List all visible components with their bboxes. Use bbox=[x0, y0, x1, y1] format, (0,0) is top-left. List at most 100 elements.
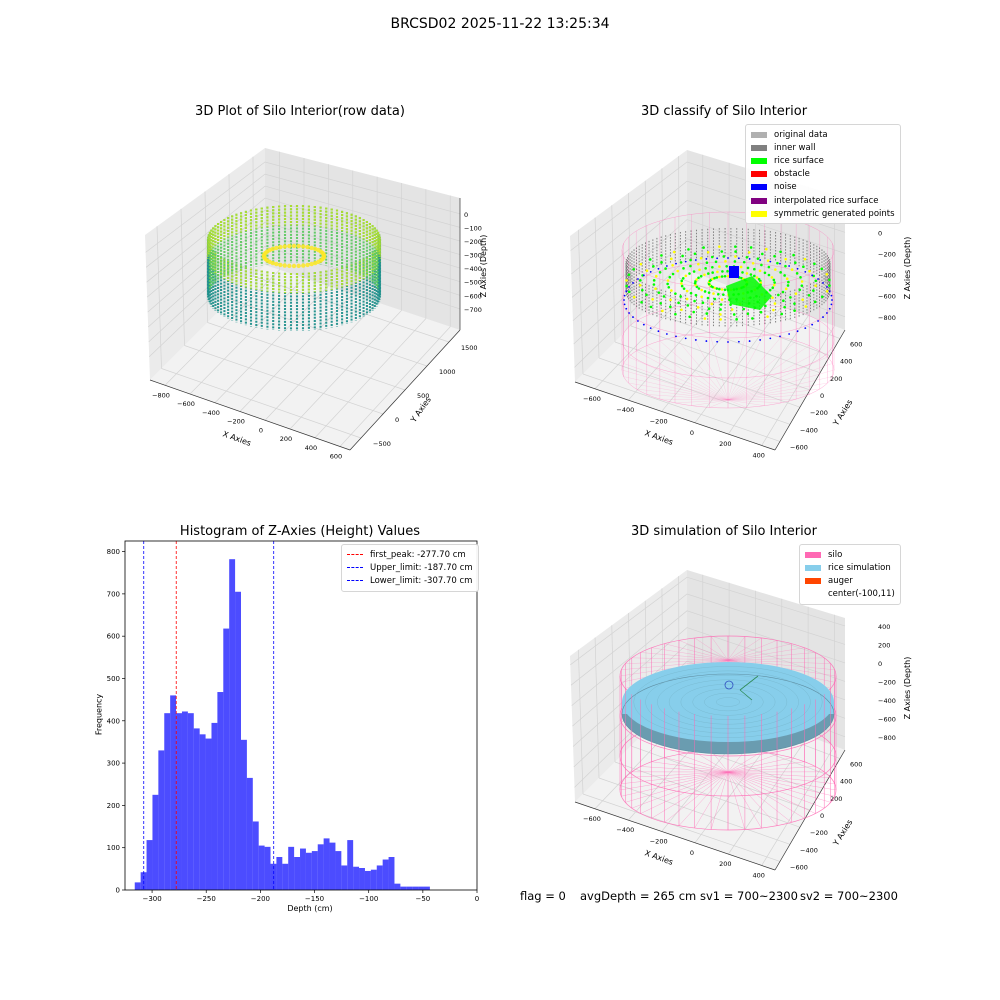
gridline-z bbox=[148, 233, 461, 343]
rice-surface-point bbox=[751, 262, 755, 265]
rice-surface-point bbox=[719, 313, 722, 316]
noise-point bbox=[796, 267, 799, 270]
y-tick-label: 1500 bbox=[461, 344, 478, 352]
rice-surface-point bbox=[641, 274, 644, 277]
rice-surface-point bbox=[627, 273, 631, 277]
rice-surface-point bbox=[652, 265, 655, 268]
histogram-vlines bbox=[143, 541, 275, 890]
rice-surface-point bbox=[789, 296, 792, 299]
silo-floor-spoke bbox=[678, 771, 729, 826]
silo-floor-spoke bbox=[727, 766, 816, 773]
silo-floor-spoke bbox=[710, 750, 729, 773]
silo-floor-spoke bbox=[727, 771, 778, 826]
cloud-peak-point bbox=[320, 256, 325, 262]
legend-label: original data bbox=[774, 129, 828, 140]
noise-point bbox=[748, 340, 751, 342]
rice-surface-point bbox=[671, 263, 674, 267]
rice-surface-point bbox=[720, 275, 724, 278]
y-tick-label: 500 bbox=[417, 392, 429, 400]
rice-surface-point bbox=[667, 285, 671, 289]
gridline-x bbox=[628, 285, 730, 401]
y-tick-label: −600 bbox=[790, 443, 808, 451]
rice-surface-point bbox=[684, 274, 688, 278]
rice-surface-point bbox=[713, 297, 717, 301]
rice-surface-point bbox=[798, 288, 802, 292]
y-axis-line bbox=[349, 329, 461, 451]
histogram-bar bbox=[317, 844, 324, 890]
silo-floor-spoke bbox=[727, 350, 820, 401]
rice-surface-point bbox=[728, 298, 731, 302]
y-axis-label: Y Axies bbox=[408, 395, 433, 425]
noise-point bbox=[694, 339, 697, 341]
rice-surface-point bbox=[820, 295, 824, 299]
rice-surface-point bbox=[685, 289, 689, 293]
center-marker bbox=[724, 680, 734, 690]
gridline-z bbox=[146, 197, 461, 298]
rice-surface-point bbox=[744, 279, 748, 283]
rice-surface-point bbox=[737, 276, 741, 279]
rice-surface-point bbox=[718, 275, 721, 279]
rice-surface-point bbox=[692, 270, 696, 273]
gridline-z bbox=[147, 209, 461, 313]
gridline-z bbox=[574, 677, 846, 788]
rice-surface-point bbox=[664, 267, 667, 270]
silo-floor-spoke bbox=[694, 751, 729, 773]
status-sv1: sv1 = 700~2300 bbox=[700, 889, 798, 903]
rice-surface-point bbox=[632, 267, 636, 271]
noise-point bbox=[684, 337, 687, 340]
silo-floor-spoke bbox=[625, 771, 729, 803]
silo-floor-spoke bbox=[727, 754, 778, 773]
noise-cluster bbox=[729, 266, 739, 278]
legend-entry: auger bbox=[805, 574, 895, 587]
classify-plot-title: 3D classify of Silo Interior bbox=[640, 104, 808, 119]
rice-surface-point bbox=[659, 301, 662, 305]
legend-entry: noise bbox=[751, 181, 895, 194]
legend-swatch bbox=[347, 554, 363, 556]
rice-surface-point bbox=[682, 287, 686, 290]
y-axis-line bbox=[774, 749, 846, 871]
noise-point bbox=[657, 330, 660, 333]
silo-roof-spoke bbox=[727, 659, 778, 712]
silo-roof-spoke bbox=[621, 659, 729, 683]
rice-surface-point bbox=[758, 285, 761, 288]
rice-surface-point bbox=[776, 261, 779, 265]
silo-floor-spoke bbox=[619, 771, 729, 791]
silo-roof-spoke bbox=[727, 643, 792, 661]
simulation-rice-surface bbox=[621, 662, 835, 755]
noise-point bbox=[817, 278, 819, 280]
rice-surface-point bbox=[726, 274, 730, 278]
gridline-y-wall bbox=[578, 229, 584, 375]
gridline-y-wall bbox=[661, 168, 664, 295]
rice-surface-point bbox=[715, 276, 719, 279]
rice-surface-point bbox=[772, 308, 775, 312]
rice-surface-point bbox=[720, 298, 724, 301]
rice-surface-point bbox=[686, 304, 690, 307]
rice-mesh-ring bbox=[668, 679, 788, 725]
silo-floor-spoke bbox=[710, 771, 729, 830]
gridline-x bbox=[339, 326, 451, 447]
silo-roof-spoke bbox=[631, 659, 729, 695]
silo-floor-spoke bbox=[727, 771, 805, 819]
rice-surface-point bbox=[814, 284, 817, 288]
silo-roof-spoke bbox=[651, 659, 729, 705]
silo-floor-spoke bbox=[674, 399, 729, 404]
y-axis-label: Y Axies bbox=[831, 398, 855, 428]
silo-floor-spoke bbox=[646, 345, 729, 401]
silo-floor-spoke bbox=[727, 771, 831, 778]
gridline-y bbox=[598, 357, 791, 425]
rice-surface-point bbox=[742, 292, 745, 295]
silo-roof-spoke bbox=[651, 647, 729, 661]
rice-surface-point bbox=[782, 299, 785, 303]
legend-swatch bbox=[751, 171, 767, 178]
noise-point bbox=[727, 257, 729, 259]
rice-surface-point bbox=[820, 267, 824, 271]
rice-surface-point bbox=[660, 254, 663, 257]
silo-floor-spoke bbox=[727, 399, 782, 404]
silo-floor-spoke bbox=[727, 771, 825, 809]
histogram-bar bbox=[158, 750, 165, 890]
histogram-bar bbox=[400, 886, 407, 890]
cloud-peak-point bbox=[282, 244, 287, 249]
rice-surface-point bbox=[749, 296, 752, 299]
silo-floor-spoke bbox=[651, 771, 729, 819]
rice-surface-point bbox=[679, 261, 683, 264]
